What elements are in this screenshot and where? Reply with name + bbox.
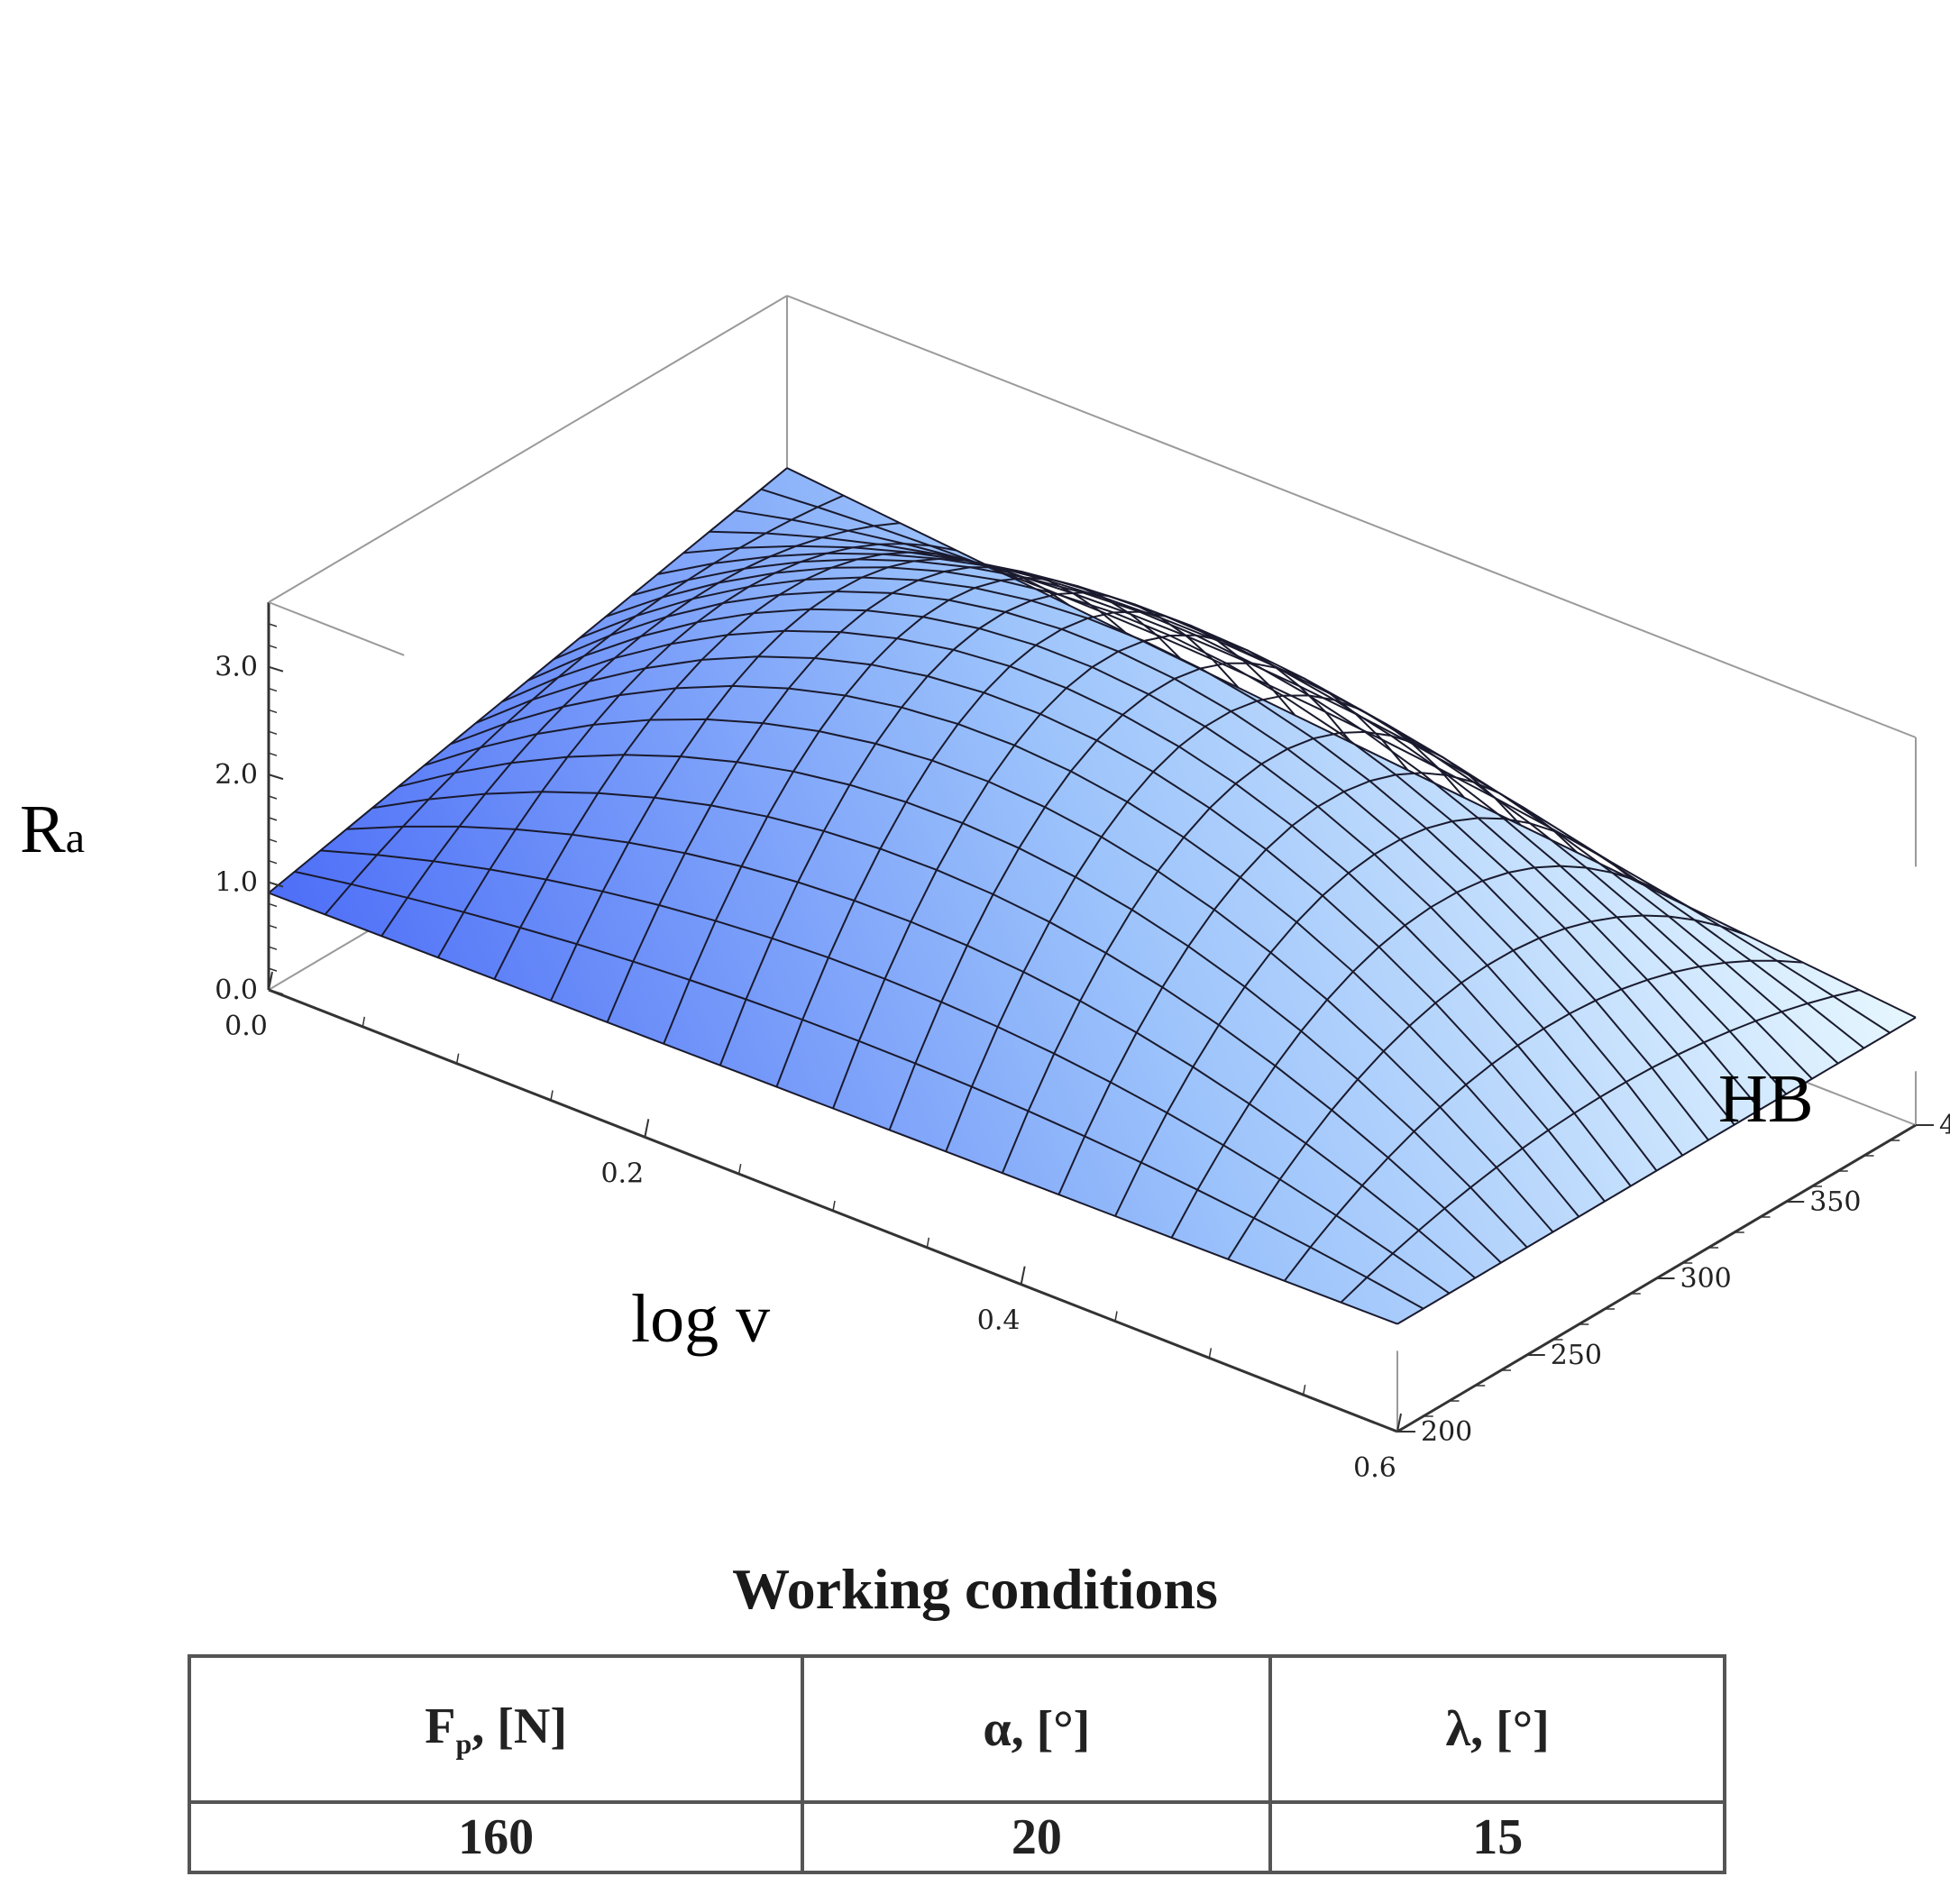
mesh-line-logv-6 [606, 566, 1127, 1023]
z-tick-label-0: 0.0 [215, 975, 258, 1006]
mesh-line-logv-18 [1284, 959, 1803, 1282]
x-minor-tick [737, 1164, 742, 1175]
z-minor-tick [268, 859, 278, 865]
y-axis-ticks: 200 250 300 350 400 [1397, 1110, 1950, 1448]
x-minor-tick [1020, 1274, 1024, 1285]
working-conditions-table: Fp, [N] α, [°] λ, [°] 160 20 15 [187, 1654, 1726, 1874]
z-minor-tick [268, 795, 278, 800]
x-minor-tick [644, 1127, 648, 1138]
z-minor-tick [268, 645, 278, 649]
mesh-line-logv-13 [1001, 730, 1522, 1174]
box-edge-back-2 [786, 295, 1917, 738]
z-minor-tick [268, 817, 278, 821]
mesh-line-logv-19 [1340, 989, 1860, 1304]
x-tick-label-2: 0.4 [977, 1305, 1021, 1337]
x-axis-ticks: 0.0 0.2 0.4 0.6 [224, 971, 1402, 1484]
value-force: 160 [187, 1800, 805, 1874]
table-header-row: Fp, [N] α, [°] λ, [°] [187, 1654, 1726, 1804]
z-axis-label: Ra [20, 792, 85, 867]
z-axis-ticks: 0.0 1.0 2.0 3.0 [215, 623, 284, 1006]
mesh-line-logv-1 [324, 494, 845, 916]
header-force: Fp, [N] [187, 1654, 805, 1804]
z-minor-tick [268, 730, 278, 736]
y-tick-label-2: 300 [1680, 1263, 1732, 1295]
x-tick-label-3: 0.6 [1353, 1452, 1396, 1484]
x-tick-label-1: 0.2 [600, 1158, 644, 1189]
mesh-line-logv-0 [268, 467, 788, 894]
table-value-row: 160 20 15 [187, 1800, 1726, 1874]
x-minor-tick [362, 1016, 366, 1027]
mesh-line-logv-2 [380, 522, 901, 937]
z-axis-label-sub: a [66, 814, 85, 862]
surface-mesh [268, 467, 1917, 1325]
x-minor-tick [268, 979, 271, 991]
x-minor-tick [455, 1053, 460, 1064]
mesh-line-logv-17 [1227, 914, 1747, 1260]
y-tick-label-3: 350 [1809, 1186, 1861, 1218]
y-tick-label-4: 400 [1939, 1110, 1950, 1141]
z-minor-tick [268, 881, 278, 886]
mesh-line-logv-14 [1057, 772, 1579, 1195]
x-tick-label-0: 0.0 [224, 1011, 268, 1042]
y-tick-label-1: 250 [1551, 1340, 1602, 1371]
x-minor-tick [1302, 1385, 1306, 1396]
z-minor-tick [268, 665, 278, 671]
x-minor-tick [1114, 1311, 1118, 1322]
table-title: Working conditions [732, 1557, 1218, 1621]
z-minor-tick [268, 774, 278, 778]
box-edge-front-6 [268, 601, 405, 656]
x-axis-label: log v [631, 1281, 770, 1357]
z-minor-tick [268, 752, 278, 756]
z-minor-tick [268, 709, 278, 714]
mesh-line-logv-20 [1396, 1016, 1917, 1325]
x-minor-tick [1396, 1421, 1400, 1433]
header-lambda: λ, [°] [1268, 1654, 1726, 1804]
value-alpha: 20 [801, 1800, 1273, 1874]
z-tick-label-2: 2.0 [215, 759, 258, 791]
z-tick-label-1: 1.0 [215, 867, 258, 899]
z-minor-tick [268, 946, 278, 950]
mesh-line-logv-5 [550, 557, 1070, 1002]
surface-plot: 0.0 1.0 2.0 3.0 0.0 0.2 0.4 0.6 200 250 300 350 40… [20, 295, 1950, 1484]
mesh-line-logv-12 [945, 694, 1465, 1152]
x-minor-tick [550, 1090, 554, 1101]
z-minor-tick [268, 687, 278, 692]
mesh-line-logv-10 [832, 634, 1352, 1109]
mesh-line-logv-15 [1114, 817, 1634, 1217]
x-minor-tick [926, 1237, 930, 1248]
z-minor-tick [268, 838, 278, 843]
box-edge-back-1 [268, 295, 788, 603]
value-lambda: 15 [1268, 1800, 1726, 1874]
mesh-line-logv-11 [888, 662, 1409, 1130]
mesh-line-logv-9 [775, 610, 1296, 1087]
x-minor-tick [832, 1200, 836, 1212]
z-minor-tick [268, 967, 278, 972]
mesh-line-logv-16 [1170, 865, 1691, 1239]
z-minor-tick [268, 902, 278, 908]
z-axis-label-main: R [20, 792, 66, 867]
z-minor-tick [268, 989, 278, 993]
header-alpha: α, [°] [801, 1654, 1273, 1804]
mesh-line-logv-3 [436, 543, 957, 958]
z-tick-label-3: 3.0 [215, 652, 258, 683]
mesh-line-logv-4 [493, 551, 1013, 980]
z-minor-tick [268, 924, 278, 929]
y-tick-label-0: 200 [1421, 1416, 1472, 1448]
y-axis-label: HB [1718, 1061, 1814, 1137]
z-minor-tick [268, 623, 278, 627]
x-minor-tick [1208, 1348, 1213, 1359]
